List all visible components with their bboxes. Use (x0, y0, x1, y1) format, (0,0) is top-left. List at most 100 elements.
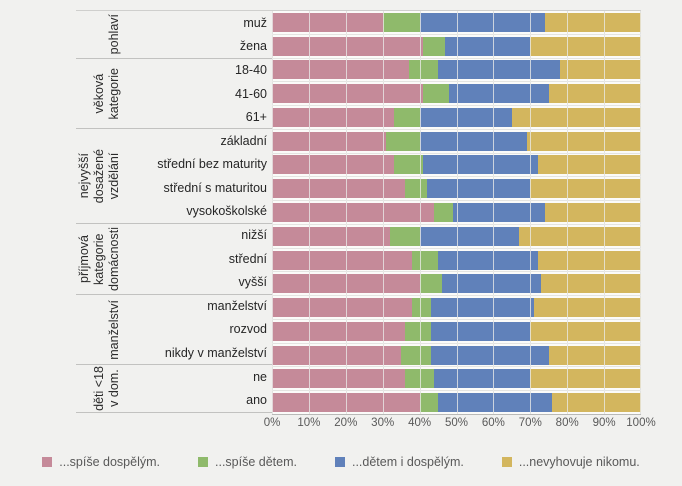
group-label-wrap: manželství (76, 295, 124, 365)
row-label: manželství (207, 299, 267, 314)
stacked-bar (272, 107, 641, 127)
bar-segment-2 (382, 12, 420, 32)
bar-row (272, 177, 641, 202)
bar-segment-1 (272, 321, 405, 341)
bar-segment-3 (423, 155, 538, 175)
bar-segment-4 (526, 131, 641, 151)
bar-segment-3 (438, 393, 553, 413)
row-label: vyšší (238, 274, 267, 289)
bar-row (272, 391, 641, 414)
bar-segment-1 (272, 274, 420, 294)
bar-segment-1 (272, 345, 402, 365)
stacked-bar (272, 369, 641, 389)
bar-segment-4 (511, 107, 641, 127)
stacked-bar (272, 226, 641, 246)
row-label: střední bez maturity (157, 157, 267, 172)
category-group: manželství manželství rozvod nikdy v manžel… (76, 295, 272, 366)
row-label: ano (246, 393, 267, 408)
bar-segment-3 (419, 12, 546, 32)
bar-row (272, 11, 641, 35)
legend-swatch-icon (42, 457, 53, 467)
group-row-labels: 18-40 41-60 61+ (124, 59, 272, 129)
row-label: 61+ (245, 109, 267, 124)
category-label-panel: pohlaví muž žena věková kategorie 18-40 41-60… (76, 10, 272, 413)
row-label: nižší (241, 228, 267, 243)
bar-segment-3 (419, 131, 527, 151)
bar-segment-2 (404, 179, 427, 199)
group-row-labels: ne ano (124, 365, 272, 412)
bar-segment-1 (272, 203, 435, 222)
bar-segment-2 (390, 226, 420, 246)
stacked-bar (272, 321, 641, 341)
bar-segment-4 (530, 36, 641, 56)
group-label: pohlaví (107, 14, 121, 55)
legend-item: ...spíše dospělým. (42, 455, 160, 469)
bar-segment-3 (430, 298, 534, 318)
x-tick-label: 90% (592, 417, 616, 429)
stacked-bar (272, 36, 641, 56)
x-tick-label: 70% (518, 417, 542, 429)
row-label: 18-40 (235, 63, 267, 78)
row-label: střední s maturitou (163, 180, 267, 195)
bar-row (272, 59, 641, 83)
bar-row (272, 249, 641, 273)
group-label: nejvyšší dosažené vzdělání (77, 148, 121, 204)
category-group: příjmová kategorie domácnosti nižší středn… (76, 224, 272, 295)
bar-segment-2 (423, 84, 450, 104)
bar-segment-4 (533, 298, 641, 318)
legend-swatch-icon (198, 457, 208, 467)
stacked-bar (272, 12, 641, 32)
legend-label: ...nevyhovuje nikomu. (518, 455, 640, 469)
stacked-bar (272, 298, 641, 318)
legend: ...spíše dospělým. ...spíše dětem. ...děte… (0, 451, 682, 473)
x-axis: 0% 10% 20% 30% 40% 50% 60% 70% 80% 90% 100% (264, 417, 656, 433)
stacked-bar (272, 345, 641, 365)
group-label-wrap: nejvyšší dosažené vzdělání (76, 129, 124, 222)
legend-swatch-icon (501, 457, 512, 467)
legend-label: ...spíše dětem. (215, 455, 297, 469)
stacked-bar (272, 84, 641, 104)
x-tick-label: 60% (481, 417, 505, 429)
bar-segment-3 (430, 321, 531, 341)
x-tick-label: 30% (371, 417, 395, 429)
row-label: vysokoškolské (186, 204, 267, 218)
bar-row (272, 367, 641, 392)
bar-row (272, 320, 641, 344)
row-label: žena (239, 38, 267, 53)
bar-segment-1 (272, 36, 424, 56)
legend-item: ...dětem i dospělým. (334, 455, 464, 469)
bar-segment-4 (537, 250, 641, 270)
row-label: rozvod (229, 322, 267, 337)
bar-rows-container (272, 11, 641, 414)
x-tick-label: 0% (263, 417, 281, 429)
bar-segment-1 (272, 84, 424, 104)
category-group: věková kategorie 18-40 41-60 61+ (76, 59, 272, 130)
bar-segment-3 (445, 36, 531, 56)
bar-segment-3 (452, 203, 546, 222)
bar-segment-2 (423, 36, 446, 56)
bar-segment-1 (272, 12, 383, 32)
stacked-bar (272, 393, 641, 413)
stacked-bar (272, 155, 641, 175)
bar-segment-3 (449, 84, 549, 104)
x-tick-label: 10% (297, 417, 321, 429)
bar-segment-4 (545, 12, 641, 32)
x-tick-label: 50% (444, 417, 469, 429)
group-label-wrap: věková kategorie (76, 59, 124, 129)
legend-swatch-icon (334, 457, 345, 467)
group-label: manželství (107, 299, 121, 360)
bar-segment-3 (426, 179, 531, 199)
row-label: muž (243, 15, 267, 30)
bar-segment-2 (419, 393, 439, 413)
x-tick-label: 100% (626, 417, 656, 429)
group-row-labels: muž žena (124, 11, 272, 58)
bar-segment-2 (404, 369, 435, 389)
category-group: pohlaví muž žena (76, 11, 272, 59)
group-label: příjmová kategorie domácnosti (77, 226, 121, 291)
bar-row (272, 296, 641, 320)
row-label: 41-60 (235, 86, 267, 101)
x-tick-label: 40% (408, 417, 432, 429)
bar-segment-3 (419, 226, 520, 246)
bar-segment-2 (386, 131, 420, 151)
